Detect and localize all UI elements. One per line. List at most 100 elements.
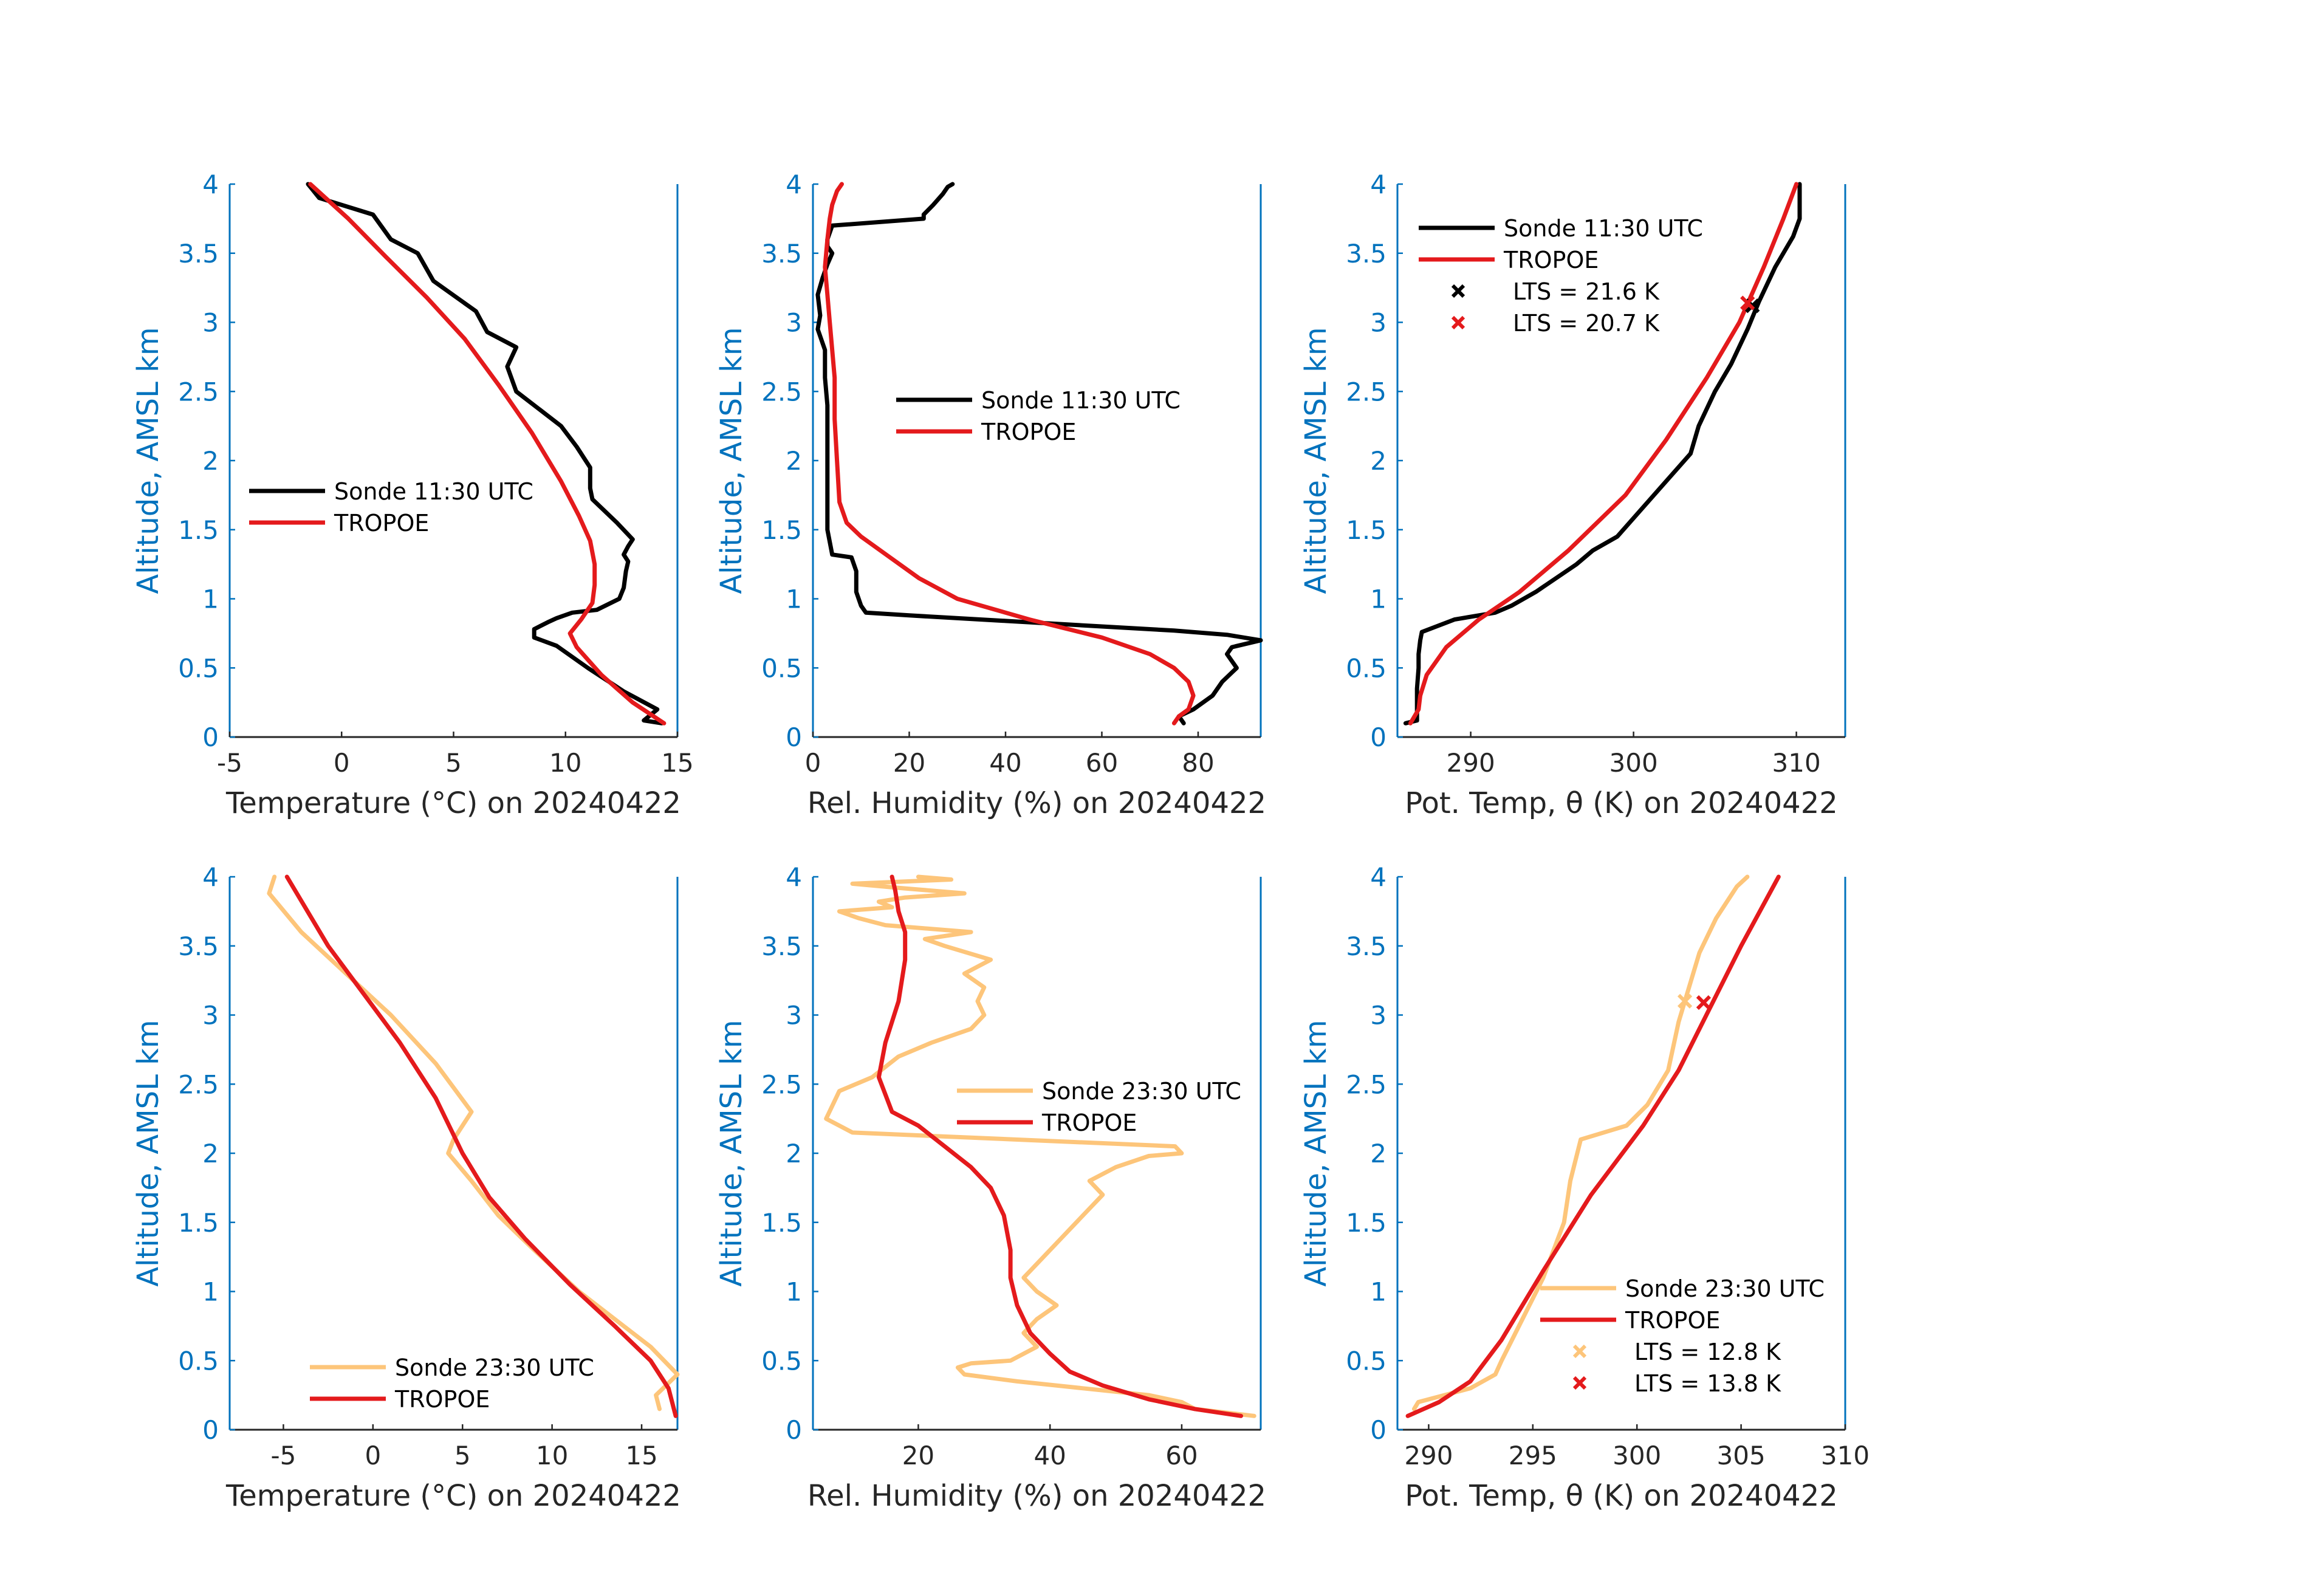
y-tick-label: 2.5 xyxy=(761,1069,802,1099)
x-axis-label: Rel. Humidity (%) on 20240422 xyxy=(807,786,1266,820)
y-tick-label: 0 xyxy=(202,722,219,752)
x-axis-label: Rel. Humidity (%) on 20240422 xyxy=(807,1479,1266,1513)
x-tick-label: 20 xyxy=(893,748,925,778)
y-tick-label: 0.5 xyxy=(1346,1346,1387,1376)
legend-entry: LTS = 20.7 K xyxy=(1513,310,1660,337)
y-tick-label: 3 xyxy=(786,1001,802,1031)
legend-entry: TROPOE xyxy=(1625,1307,1720,1334)
y-tick-label: 1.5 xyxy=(1346,1208,1387,1238)
y-tick-label: 1.5 xyxy=(761,515,802,545)
y-tick-label: 2 xyxy=(1370,1139,1387,1168)
y-tick-label: 1 xyxy=(1370,585,1387,614)
series-line-sonde_day xyxy=(306,182,664,725)
y-tick-label: 0.5 xyxy=(178,653,219,683)
series-line-sonde_day xyxy=(1403,182,1802,725)
legend-entry: LTS = 21.6 K xyxy=(1513,278,1660,305)
legend-entry: LTS = 13.8 K xyxy=(1634,1370,1781,1397)
y-tick-label: 1.5 xyxy=(178,1208,219,1238)
x-tick-label: 0 xyxy=(805,748,821,778)
y-tick-label: 3.5 xyxy=(761,931,802,961)
y-tick-label: 0 xyxy=(786,722,802,752)
legend-entry: Sonde 11:30 UTC xyxy=(334,478,533,505)
y-axis-label: Altitude, AMSL km xyxy=(1299,1020,1333,1286)
y-tick-label: 1 xyxy=(786,585,802,614)
y-tick-label: 3.5 xyxy=(178,239,219,269)
series-line-tropoe xyxy=(876,874,1243,1418)
series-line-tropoe xyxy=(1405,874,1781,1418)
y-tick-label: 1 xyxy=(786,1277,802,1307)
x-tick-label: 40 xyxy=(989,748,1021,778)
y-tick-label: 2.5 xyxy=(1346,377,1387,406)
legend-entry: TROPOE xyxy=(1503,247,1599,273)
y-tick-label: 3 xyxy=(1370,308,1387,338)
y-axis-label: Altitude, AMSL km xyxy=(131,1020,165,1286)
legend-marker xyxy=(1451,315,1465,330)
legend-entry: Sonde 23:30 UTC xyxy=(395,1354,594,1381)
legend-entry: Sonde 11:30 UTC xyxy=(981,387,1181,414)
y-tick-label: 2 xyxy=(786,1139,802,1168)
x-tick-label: 10 xyxy=(536,1441,568,1470)
x-axis-label: Temperature (°C) on 20240422 xyxy=(225,786,681,820)
y-tick-label: 2.5 xyxy=(1346,1069,1387,1099)
x-tick-label: 300 xyxy=(1609,748,1658,778)
y-tick-label: 3.5 xyxy=(1346,239,1387,269)
y-tick-label: 0.5 xyxy=(761,653,802,683)
legend-marker xyxy=(1572,1376,1587,1390)
legend: Sonde 11:30 UTC TROPOE xyxy=(896,387,1181,445)
panel-rh_night: 0 0.5 1 1.5 2 2.5 3 3.5 4 20 40 60 Rel. Humidity (%)… xyxy=(715,862,1266,1513)
x-axis-label: Pot. Temp, θ (K) on 20240422 xyxy=(1405,786,1838,820)
x-tick-label: 10 xyxy=(549,748,581,778)
x-tick-label: 5 xyxy=(454,1441,471,1470)
y-axis-label: Altitude, AMSL km xyxy=(715,327,749,594)
y-tick-label: 3 xyxy=(202,1001,219,1031)
y-tick-label: 0.5 xyxy=(178,1346,219,1376)
series-line-sonde_day xyxy=(815,182,1263,725)
x-tick-label: 310 xyxy=(1772,748,1821,778)
y-tick-label: 1 xyxy=(1370,1277,1387,1307)
series-line-tropoe xyxy=(308,182,667,725)
y-tick-label: 3.5 xyxy=(1346,931,1387,961)
x-tick-label: 60 xyxy=(1165,1441,1198,1470)
x-tick-label: 0 xyxy=(334,748,350,778)
x-axis-label: Temperature (°C) on 20240422 xyxy=(225,1479,681,1513)
x-tick-label: 20 xyxy=(902,1441,934,1470)
x-tick-label: 310 xyxy=(1821,1441,1870,1470)
lts-marker xyxy=(1677,993,1693,1009)
legend-entry: LTS = 12.8 K xyxy=(1634,1339,1781,1365)
y-tick-label: 2 xyxy=(786,446,802,476)
y-tick-label: 3.5 xyxy=(761,239,802,269)
legend: Sonde 23:30 UTC TROPOE LTS = 12.8 K LTS = 1… xyxy=(1540,1275,1825,1397)
legend-entry: TROPOE xyxy=(981,419,1076,445)
panel-theta_day: 0 0.5 1 1.5 2 2.5 3 3.5 4 290 300 310 Pot. Temp, θ (… xyxy=(1299,170,1846,820)
series-line-sonde_night xyxy=(1411,874,1750,1411)
legend-entry: Sonde 23:30 UTC xyxy=(1625,1275,1825,1302)
legend: Sonde 23:30 UTC TROPOE xyxy=(957,1078,1241,1136)
y-tick-label: 4 xyxy=(1370,862,1387,892)
x-tick-label: 40 xyxy=(1033,1441,1066,1470)
y-tick-label: 0 xyxy=(786,1415,802,1445)
y-tick-label: 4 xyxy=(202,862,219,892)
y-axis-label: Altitude, AMSL km xyxy=(131,327,165,594)
y-tick-label: 0 xyxy=(1370,1415,1387,1445)
legend-marker xyxy=(1572,1344,1587,1359)
y-axis-label: Altitude, AMSL km xyxy=(1299,327,1333,594)
y-tick-label: 2.5 xyxy=(178,377,219,406)
legend-marker xyxy=(1451,284,1465,298)
x-tick-label: 290 xyxy=(1404,1441,1453,1470)
series-line-sonde_night xyxy=(824,874,1256,1418)
y-tick-label: 1.5 xyxy=(178,515,219,545)
y-tick-label: 1.5 xyxy=(1346,515,1387,545)
y-axis-label: Altitude, AMSL km xyxy=(715,1020,749,1286)
legend: Sonde 11:30 UTC TROPOE xyxy=(249,478,533,537)
y-tick-label: 4 xyxy=(786,170,802,199)
lts-marker xyxy=(1696,995,1712,1010)
x-tick-label: 300 xyxy=(1613,1441,1661,1470)
series-line-tropoe xyxy=(284,874,678,1418)
x-tick-label: -5 xyxy=(217,748,242,778)
y-tick-label: 2.5 xyxy=(761,377,802,406)
series-line-tropoe xyxy=(1408,182,1799,725)
legend-entry: TROPOE xyxy=(1041,1110,1137,1136)
